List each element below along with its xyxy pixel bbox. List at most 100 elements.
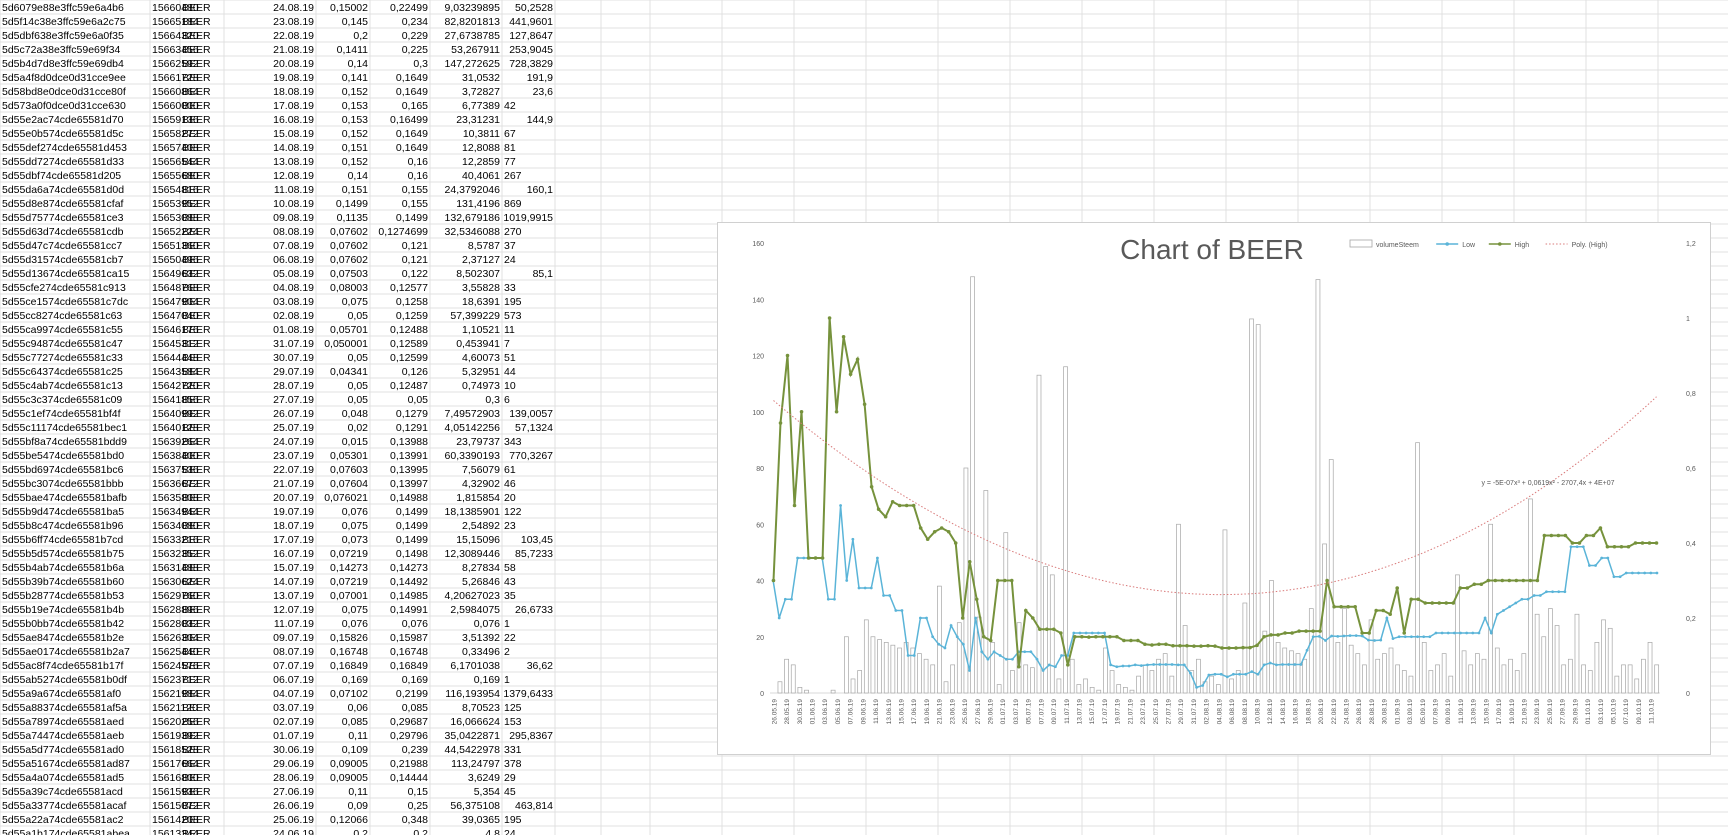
cell-ts[interactable]: 15637536 [152, 464, 199, 476]
cell-sym[interactable]: BEER [182, 156, 211, 168]
cell-id[interactable]: 5d55e2ac74cde65581d70 [2, 114, 124, 126]
cell-id[interactable]: 5d55cc8274cde65581c63 [2, 310, 122, 322]
cell-date[interactable]: 06.07.19 [273, 674, 314, 686]
cell-id[interactable]: 5d55ae8474cde65581b2e [2, 632, 124, 644]
cell-date[interactable]: 24.07.19 [273, 436, 314, 448]
cell-ts[interactable]: 15615072 [152, 800, 199, 812]
cell-vol[interactable]: 40,4061 [462, 170, 500, 182]
cell-high[interactable]: 0,14985 [390, 590, 428, 602]
cell-id[interactable]: 5d55a74474cde65581aeb [2, 730, 124, 742]
cell-id[interactable]: 5d55b4ab74cde65581b6a [2, 562, 124, 574]
cell-vol[interactable]: 24,3792046 [445, 184, 501, 196]
cell-vol[interactable]: 132,679186 [445, 212, 501, 224]
cell-low[interactable]: 0,09005 [330, 758, 368, 770]
cell-vol[interactable]: 39,0365 [462, 814, 500, 826]
cell-id[interactable]: 5d55ce1574cde65581c7dc [2, 296, 128, 308]
cell-high[interactable]: 0,169 [402, 674, 428, 686]
cell-id[interactable]: 5d55d31574cde65581cb7 [2, 254, 124, 266]
cell-ts[interactable]: 15658272 [152, 128, 199, 140]
cell-vol[interactable]: 116,193954 [445, 688, 500, 700]
cell-vol[interactable]: 0,076 [474, 618, 500, 630]
cell-ts[interactable]: 15618528 [152, 744, 199, 756]
cell-date[interactable]: 21.08.19 [273, 44, 314, 56]
cell-date[interactable]: 11.07.19 [274, 618, 314, 630]
cell-high[interactable]: 0,076 [402, 618, 428, 630]
cell-high[interactable]: 0,155 [402, 184, 428, 196]
cell-sym[interactable]: BEER [182, 72, 211, 84]
cell-steem[interactable]: 103,45 [521, 534, 553, 546]
cell-sym[interactable]: BEER [182, 618, 211, 630]
cell-ts[interactable]: 15642720 [152, 380, 199, 392]
cell-low[interactable]: 0,05 [348, 310, 369, 322]
cell-ts[interactable]: 15664320 [152, 30, 199, 42]
cell-high[interactable]: 0,165 [402, 100, 428, 112]
cell-sym[interactable]: BEER [182, 254, 211, 266]
cell-sym[interactable]: BEER [182, 730, 211, 742]
cell-high[interactable]: 0,234 [402, 16, 428, 28]
cell-date[interactable]: 13.07.19 [273, 590, 314, 602]
cell-date[interactable]: 19.07.19 [273, 506, 314, 518]
cell-steem[interactable]: 295,8367 [509, 730, 553, 742]
cell-date[interactable]: 14.08.19 [273, 142, 314, 154]
cell-steem[interactable]: 24 [504, 254, 516, 266]
cell-date[interactable]: 02.07.19 [273, 716, 314, 728]
cell-high[interactable]: 0,13995 [390, 464, 428, 476]
cell-high[interactable]: 0,13991 [390, 450, 428, 462]
cell-high[interactable]: 0,085 [402, 702, 428, 714]
cell-date[interactable]: 11.08.19 [274, 184, 314, 196]
cell-date[interactable]: 04.08.19 [273, 282, 314, 294]
cell-date[interactable]: 06.08.19 [273, 254, 314, 266]
cell-date[interactable]: 31.07.19 [273, 338, 314, 350]
cell-vol[interactable]: 3,51392 [462, 632, 500, 644]
cell-date[interactable]: 16.07.19 [273, 548, 314, 560]
cell-high[interactable]: 0,155 [402, 198, 428, 210]
cell-id[interactable]: 5d55a88374cde65581af5a [2, 702, 127, 714]
cell-high[interactable]: 0,13997 [390, 478, 428, 490]
cell-steem[interactable]: 127,8647 [509, 30, 553, 42]
cell-high[interactable]: 0,12599 [390, 352, 428, 364]
cell-vol[interactable]: 32,5346088 [445, 226, 501, 238]
cell-steem[interactable]: 253,9045 [509, 44, 553, 56]
cell-high[interactable]: 0,1259 [396, 310, 428, 322]
cell-sym[interactable]: BEER [182, 744, 211, 756]
cell-id[interactable]: 5d5dbf638e3ffc59e6a0f35 [2, 30, 124, 42]
cell-low[interactable]: 0,07602 [330, 226, 368, 238]
cell-steem[interactable]: 343 [504, 436, 522, 448]
cell-high[interactable]: 0,16499 [390, 114, 428, 126]
cell-date[interactable]: 20.07.19 [273, 492, 314, 504]
cell-high[interactable]: 0,1499 [396, 520, 428, 532]
cell-sym[interactable]: BEER [182, 520, 211, 532]
cell-id[interactable]: 5d55c11174cde65581bec1 [2, 422, 127, 434]
cell-high[interactable]: 0,1649 [396, 128, 428, 140]
cell-steem[interactable]: 378 [504, 758, 522, 770]
cell-date[interactable]: 22.08.19 [273, 30, 314, 42]
cell-id[interactable]: 5d55d75774cde65581ce3 [2, 212, 124, 224]
cell-sym[interactable]: BEER [182, 604, 211, 616]
cell-high[interactable]: 0,1258 [396, 296, 428, 308]
cell-steem[interactable]: 43 [504, 576, 516, 588]
cell-high[interactable]: 0,126 [402, 366, 428, 378]
cell-low[interactable]: 0,07503 [330, 268, 368, 280]
cell-ts[interactable]: 15656544 [152, 156, 199, 168]
cell-id[interactable]: 5d55b39b74cde65581b60 [2, 576, 124, 588]
cell-id[interactable]: 5d55a1b174cde65581abea [2, 828, 130, 840]
cell-low[interactable]: 0,11 [348, 786, 368, 798]
cell-sym[interactable]: BEER [182, 212, 211, 224]
cell-sym[interactable]: BEER [182, 464, 211, 476]
cell-date[interactable]: 07.08.19 [273, 240, 314, 252]
cell-vol[interactable]: 0,453941 [456, 338, 500, 350]
cell-vol[interactable]: 0,74973 [462, 380, 500, 392]
cell-id[interactable]: 5d55bd6974cde65581bc6 [2, 464, 124, 476]
cell-ts[interactable]: 15661728 [152, 72, 199, 84]
cell-steem[interactable]: 50,2528 [515, 2, 553, 14]
cell-steem[interactable]: 24 [504, 828, 516, 840]
cell-vol[interactable]: 15,15096 [456, 534, 500, 546]
cell-steem[interactable]: 728,3829 [509, 58, 553, 70]
cell-high[interactable]: 0,1274699 [378, 226, 428, 238]
cell-vol[interactable]: 6,77389 [462, 100, 500, 112]
cell-vol[interactable]: 18,6391 [462, 296, 500, 308]
cell-ts[interactable]: 15660000 [152, 100, 199, 112]
cell-vol[interactable]: 4,8 [485, 828, 500, 840]
cell-id[interactable]: 5d6079e88e3ffc59e6a4b6 [2, 2, 124, 14]
cell-id[interactable]: 5d58bd8e0dce0d31cce80f [2, 86, 126, 98]
